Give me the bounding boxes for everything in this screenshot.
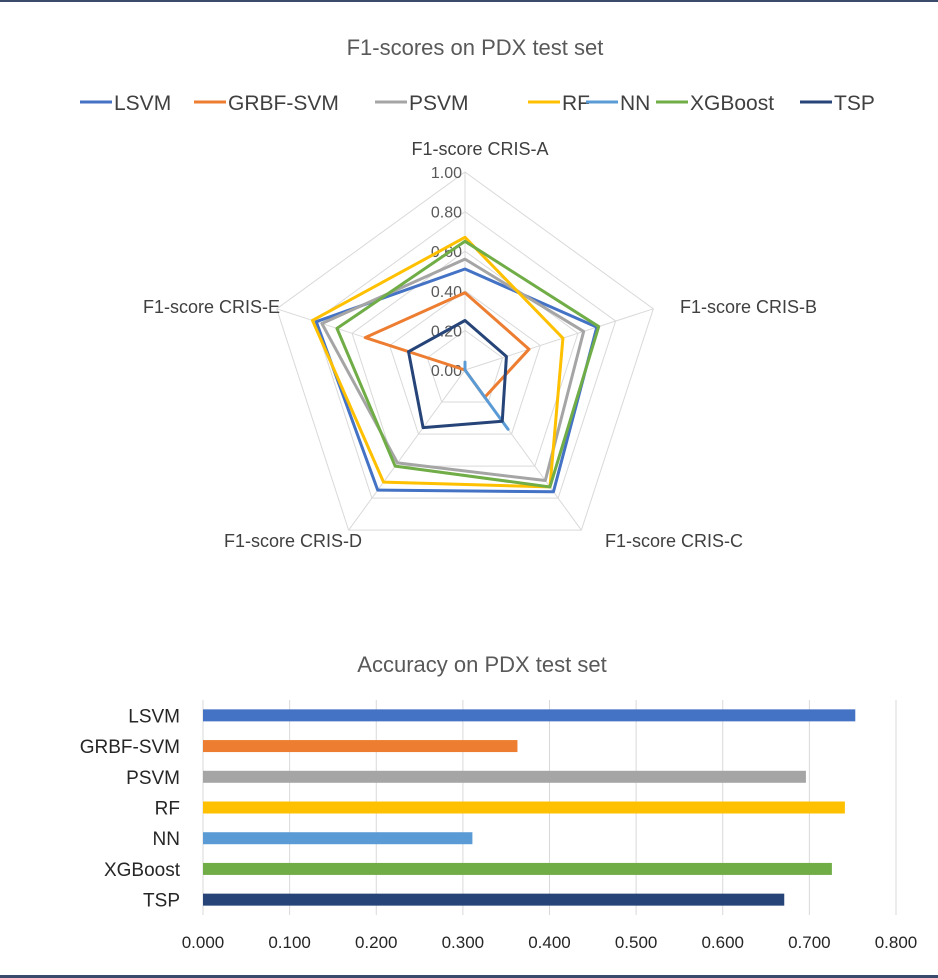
radar-series-psvm xyxy=(320,257,586,483)
radar-axis-label-f1-score-cris-d: F1-score CRIS-D xyxy=(224,531,362,551)
bar-category-label-psvm: PSVM xyxy=(126,768,180,789)
legend-label-tsp: TSP xyxy=(834,92,875,115)
radar-axis-label-f1-score-cris-a: F1-score CRIS-A xyxy=(411,139,548,159)
top-border xyxy=(0,0,938,2)
bar-tsp xyxy=(203,893,785,906)
radar-series-xgboost xyxy=(335,239,601,489)
legend-label-xgboost: XGBoost xyxy=(690,92,774,115)
bar-x-tick-label: 0.100 xyxy=(268,933,311,952)
bar-lsvm xyxy=(203,709,856,722)
bar-category-label-grbf-svm: GRBF-SVM xyxy=(80,737,180,758)
bar-x-tick-label: 0.700 xyxy=(788,933,831,952)
radar-series-lsvm xyxy=(314,267,599,494)
radar-legend: LSVM GRBF-SVM PSVM RF NN XGBoost TSP xyxy=(80,92,875,115)
radar-spoke xyxy=(464,308,654,371)
radar-chart-title: F1-scores on PDX test set xyxy=(347,35,604,60)
bar-bars xyxy=(203,709,856,906)
bar-xgboost xyxy=(203,862,832,875)
bar-category-label-lsvm: LSVM xyxy=(128,706,180,727)
radar-tick-label: 0.80 xyxy=(431,205,462,222)
bar-x-tick-label: 0.400 xyxy=(528,933,571,952)
radar-series-nn xyxy=(463,360,510,431)
radar-axis-labels: F1-score CRIS-A F1-score CRIS-B F1-score C… xyxy=(143,139,817,551)
radar-grid-ring xyxy=(426,329,504,403)
legend-label-rf: RF xyxy=(562,92,590,115)
radar-axis-label-f1-score-cris-c: F1-score CRIS-C xyxy=(605,531,743,551)
bar-x-tick-label: 0.500 xyxy=(615,933,658,952)
bar-x-tick-label: 0.600 xyxy=(701,933,744,952)
radar-axis-label-f1-score-cris-e: F1-score CRIS-E xyxy=(143,297,280,317)
radar-grid-ring xyxy=(389,290,541,435)
bar-x-tick-label: 0.300 xyxy=(442,933,485,952)
bar-category-label-nn: NN xyxy=(153,829,180,850)
bar-chart: Accuracy on PDX test set LSVM GRBF-SVM PSV… xyxy=(80,652,918,952)
bar-grbf-svm xyxy=(203,740,518,753)
radar-tick-label: 0.40 xyxy=(431,284,462,301)
radar-chart: F1-scores on PDX test set LSVM GRBF-SVM PS… xyxy=(80,35,875,551)
radar-grid-ring xyxy=(351,250,579,467)
bar-category-label-rf: RF xyxy=(155,799,180,820)
bar-category-labels: LSVM GRBF-SVM PSVM RF NN XGBoost TSP xyxy=(80,706,181,911)
bar-rf xyxy=(203,801,845,814)
bottom-border xyxy=(0,975,938,978)
radar-series-rf xyxy=(310,235,565,489)
radar-tick-label: 1.00 xyxy=(431,165,462,182)
radar-series-tsp xyxy=(407,319,508,430)
bar-psvm xyxy=(203,770,806,783)
legend-label-lsvm: LSVM xyxy=(114,92,171,115)
bar-x-tick-label: 0.000 xyxy=(182,933,225,952)
radar-series xyxy=(310,235,601,494)
bar-chart-title: Accuracy on PDX test set xyxy=(357,652,606,677)
bar-category-label-xgboost: XGBoost xyxy=(104,860,181,881)
radar-axis-label-f1-score-cris-b: F1-score CRIS-B xyxy=(680,297,817,317)
bar-category-label-tsp: TSP xyxy=(143,891,180,912)
legend-label-psvm: PSVM xyxy=(409,92,469,115)
radar-spoke xyxy=(348,369,466,531)
legend-label-grbf-svm: GRBF-SVM xyxy=(228,92,339,115)
bar-x-tick-label: 0.800 xyxy=(875,933,918,952)
bar-nn xyxy=(203,832,473,845)
radar-grid-ring xyxy=(313,210,617,499)
radar-grid-ring xyxy=(276,171,654,531)
bar-x-tick-label: 0.200 xyxy=(355,933,398,952)
legend-label-nn: NN xyxy=(620,92,650,115)
bar-x-tick-labels: 0.000 0.100 0.200 0.300 0.400 0.500 0.600 0.700… xyxy=(182,933,918,952)
